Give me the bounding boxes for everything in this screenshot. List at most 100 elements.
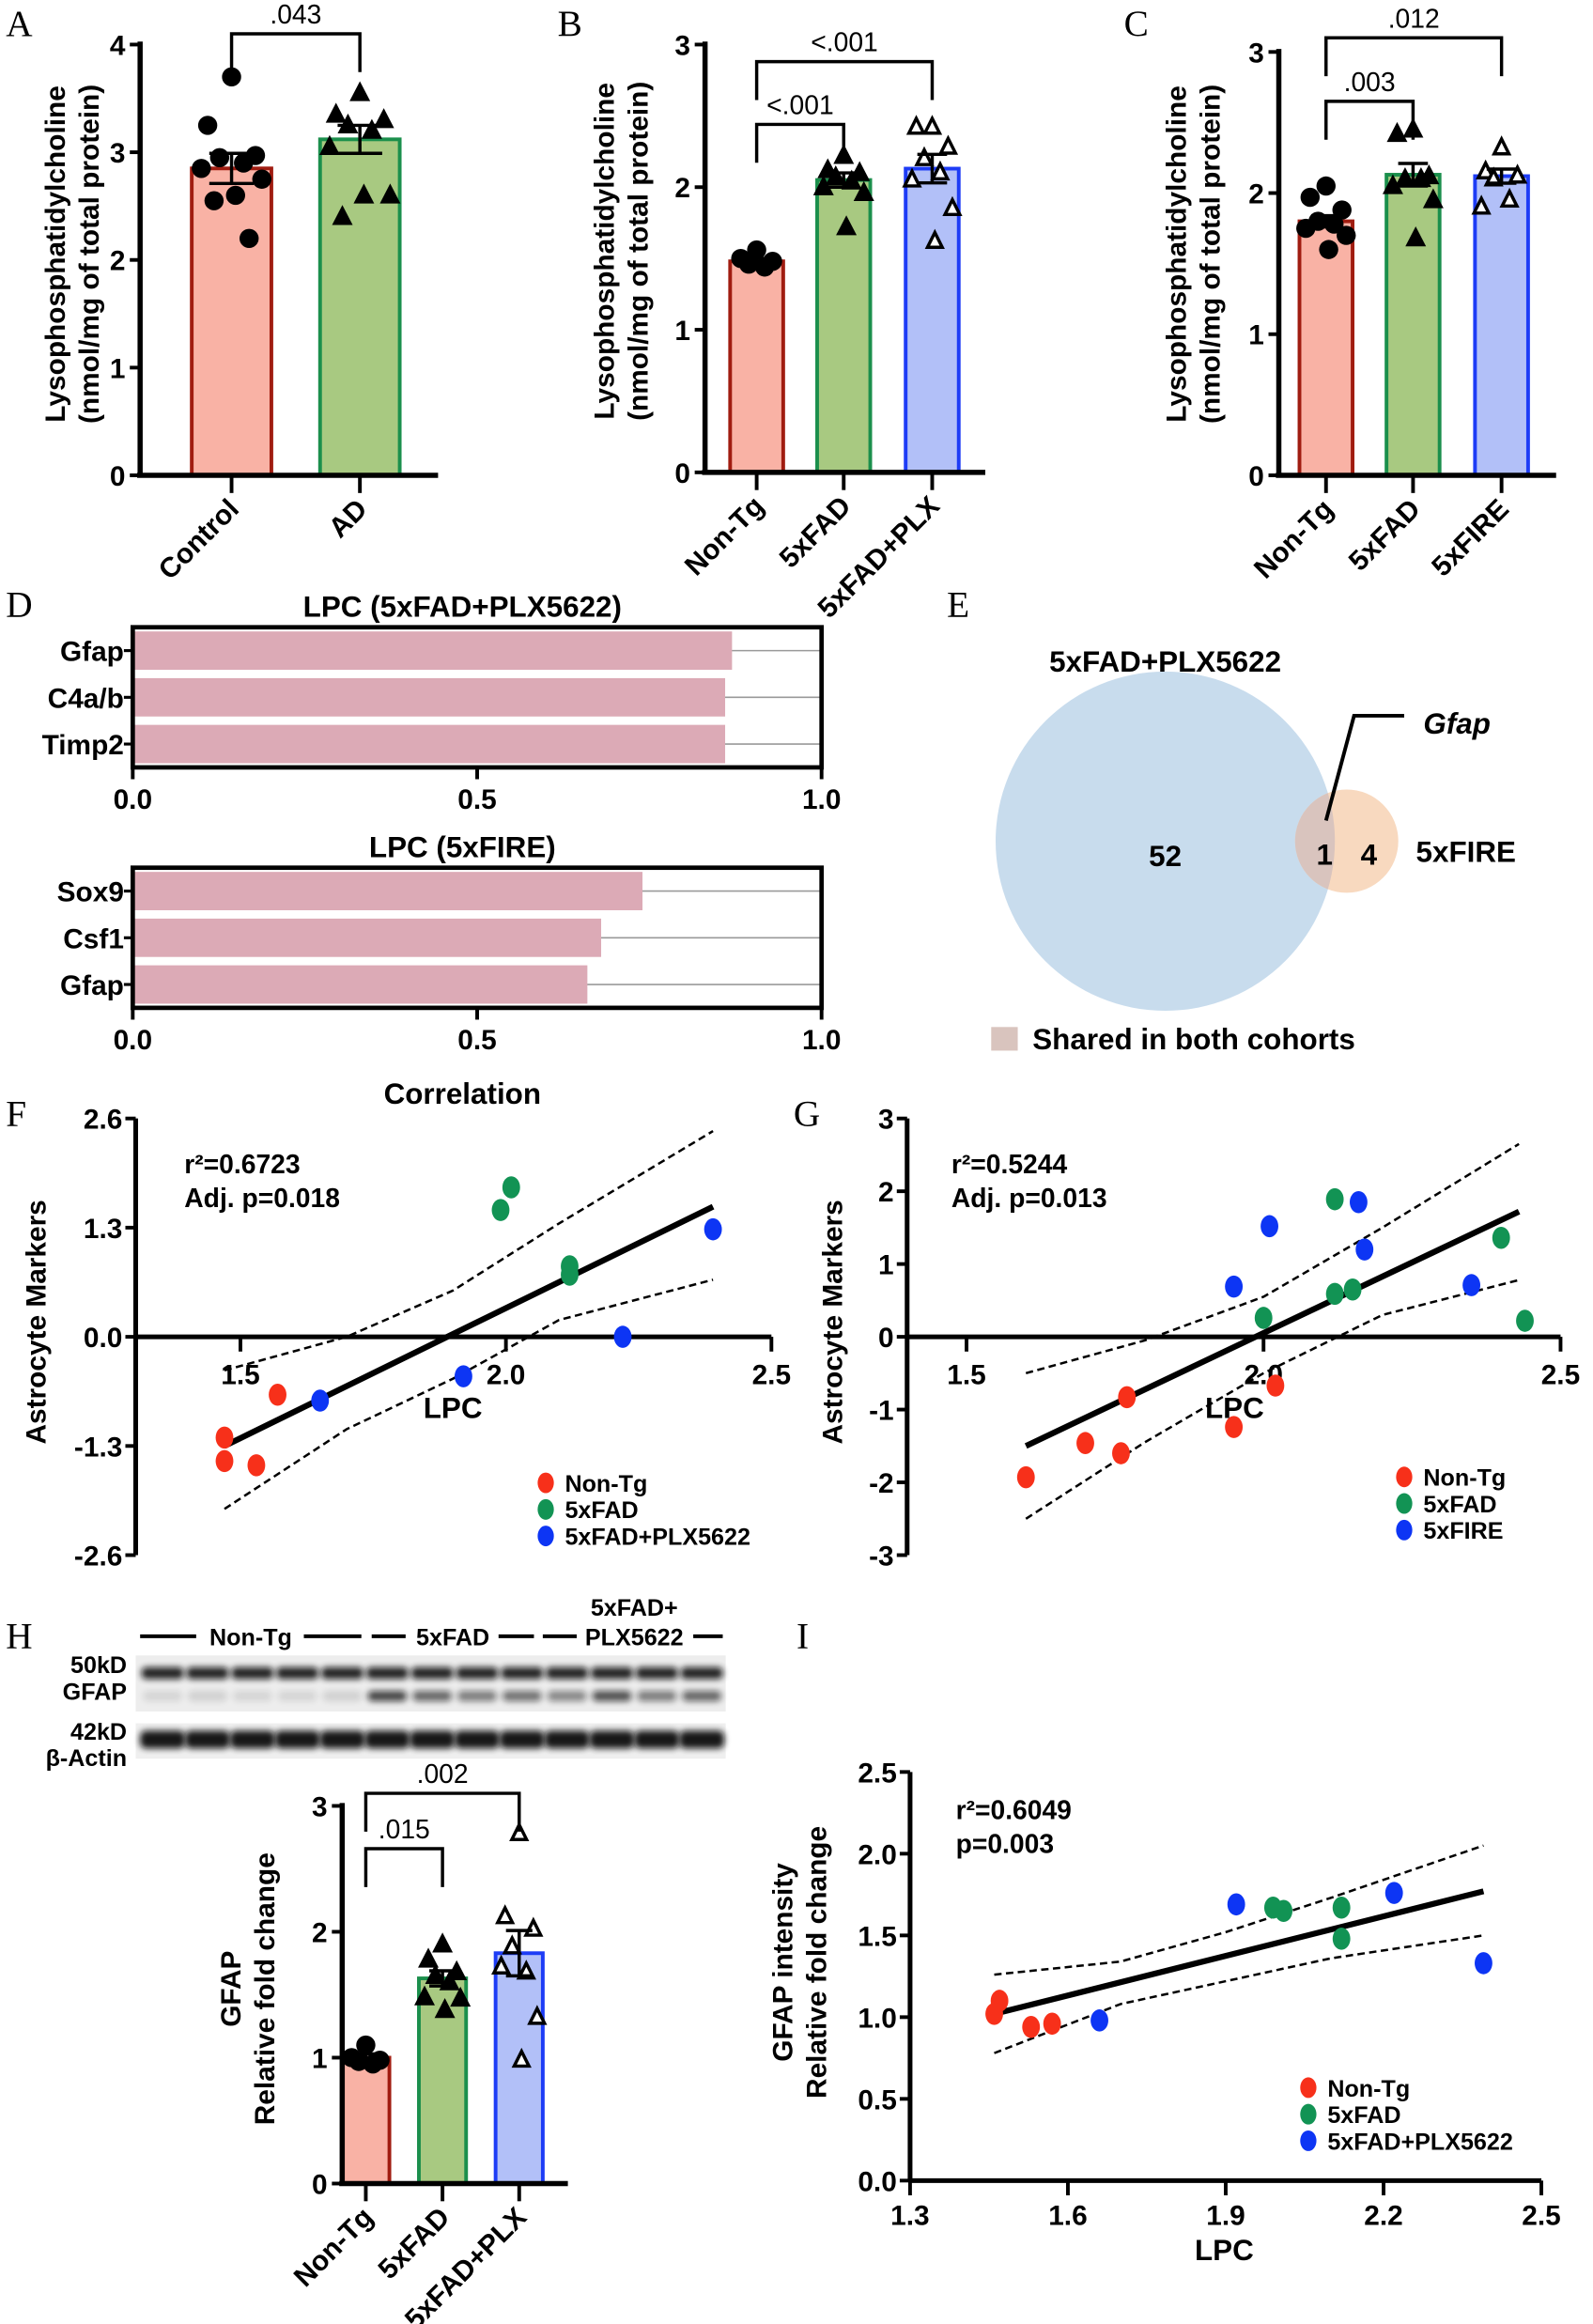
y-tick-label: 0 [878, 1323, 894, 1354]
data-point-non-tg [215, 1426, 234, 1449]
data-point-open-triangle [491, 1954, 512, 1975]
y-tick-label: 2 [312, 1917, 328, 1948]
data-point-triangle [853, 180, 874, 201]
confidence-band-lower [994, 1934, 1484, 2054]
x-tick-label: 5xFAD [774, 490, 858, 574]
gfap-upper-band [680, 1666, 723, 1680]
gfap-upper-band [141, 1666, 184, 1680]
y-tick-label: 2 [1248, 179, 1264, 210]
y-tick-label: 0.0 [84, 1323, 122, 1354]
data-point-triangle [1386, 121, 1408, 143]
legend-swatch [1300, 2103, 1317, 2125]
data-point-5xfire [1350, 1190, 1368, 1214]
y-tick-label: 0 [674, 458, 690, 489]
y-tick-label: 1 [312, 2043, 328, 2074]
y-tick-label: 0.5 [858, 2084, 896, 2115]
data-point-triangle [325, 102, 347, 123]
p-value-label: <.001 [811, 27, 877, 57]
y-tick-label: -2.6 [74, 1541, 122, 1572]
data-point-5xfad-plx5622 [1227, 1893, 1245, 1916]
legend-label: 5xFAD+PLX5622 [565, 1525, 750, 1551]
data-point-triangle [425, 1963, 446, 1985]
legend-swatch [1300, 2130, 1317, 2151]
blot-group-non-tg: Non-Tg [209, 1624, 292, 1650]
gfap-lower-band [682, 1690, 721, 1701]
data-point-triangle [318, 134, 340, 155]
significance-bracket [1324, 100, 1415, 140]
data-point-triangle [836, 215, 858, 236]
legend-item-non-tg: Non-Tg [537, 1471, 647, 1497]
regression-line [223, 1203, 715, 1449]
stat-annotation: r²=0.6049 [956, 1795, 1072, 1825]
legend-label: Non-Tg [565, 1471, 647, 1497]
data-point-5xfad [1332, 1928, 1351, 1950]
x-tick-label: Non-Tg [288, 2202, 379, 2293]
panel-label-d: D [6, 585, 32, 626]
data-point-open-triangle [1471, 194, 1492, 215]
actin-band [140, 1730, 186, 1749]
p-value-label: .002 [417, 1758, 469, 1789]
actin-band [274, 1730, 320, 1749]
y-tick-label: 2 [878, 1177, 894, 1208]
legend-item-5xfad-plx5622: 5xFAD+PLX5622 [1300, 2129, 1513, 2155]
legend-swatch [537, 1498, 554, 1520]
actin-band [589, 1730, 635, 1749]
x-tick-label: 1.5 [947, 1359, 985, 1390]
stat-annotation: Adj. p=0.018 [184, 1183, 340, 1213]
data-point-circle [1300, 187, 1321, 208]
data-point-triangle [379, 183, 401, 204]
gene-label: Sox9 [57, 877, 124, 908]
data-point-circle [1296, 218, 1316, 239]
x-tick-label: 0.5 [457, 1025, 496, 1056]
panel-c-bar-chart: 0 1 2 3 Non-Tg 5xFAD 5xFIRE Lysophosphatidylcho… [1162, 3, 1556, 584]
data-point-non-tg [1043, 2012, 1061, 2036]
legend-swatch [537, 1472, 554, 1494]
callout-gene-label: Gfap [1423, 707, 1491, 740]
data-point-open-triangle [914, 146, 935, 166]
data-point-5xfire [1225, 1275, 1244, 1298]
data-point-open-triangle [937, 134, 959, 155]
venn-count-left: 52 [1149, 840, 1182, 873]
legend-item-5xfad: 5xFAD [537, 1497, 639, 1524]
data-point-triangle [332, 205, 353, 225]
data-point-open-triangle [509, 1820, 530, 1841]
gfap-upper-band [186, 1666, 229, 1680]
data-point-open-triangle [1499, 187, 1520, 209]
data-point-circle [1324, 214, 1344, 234]
gfap-upper-band [456, 1666, 499, 1680]
data-point-non-tg [1225, 1416, 1244, 1438]
error-bar [209, 151, 255, 186]
stat-annotation: p=0.003 [956, 1829, 1054, 1859]
bar-non-tg [340, 2055, 392, 2186]
bar-gfap [132, 965, 588, 1004]
data-point-circle [192, 159, 211, 178]
data-point-5xfad [561, 1263, 579, 1286]
error-bar [741, 256, 772, 266]
data-point-5xfad [1325, 1187, 1344, 1211]
bar-csf1 [132, 918, 602, 957]
gfap-lower-band [637, 1690, 677, 1701]
y-tick-label: 3 [674, 30, 690, 61]
chart-title: LPC (5xFAD+PLX5622) [303, 591, 622, 624]
data-point-non-tg [1118, 1386, 1137, 1409]
data-point-5xfire [1462, 1274, 1481, 1296]
legend-swatch [537, 1526, 554, 1547]
gfap-lower-band [277, 1690, 317, 1701]
y-tick-label: 4 [110, 30, 126, 61]
x-tick-label: 0.5 [457, 784, 496, 815]
x-tick-label: 1.5 [221, 1359, 259, 1390]
gfap-upper-band [365, 1666, 409, 1680]
gfap-lower-band [503, 1690, 542, 1701]
x-tick-label: 2.2 [1364, 2200, 1402, 2231]
legend-item-non-tg: Non-Tg [1300, 2076, 1410, 2102]
p-value-label: .043 [270, 0, 321, 29]
x-tick-label: 0.0 [114, 784, 152, 815]
y-tick-label: 1.5 [858, 1921, 896, 1952]
panel-label-i: I [796, 1616, 809, 1656]
x-tick-label: 5xFIRE [1426, 493, 1515, 582]
data-point-5xfad [1254, 1307, 1273, 1329]
data-point-triangle [353, 183, 375, 204]
legend-item-5xfad: 5xFAD [1300, 2102, 1400, 2129]
x-tick-label: 1.0 [802, 1025, 841, 1056]
data-point-circle [209, 147, 230, 168]
